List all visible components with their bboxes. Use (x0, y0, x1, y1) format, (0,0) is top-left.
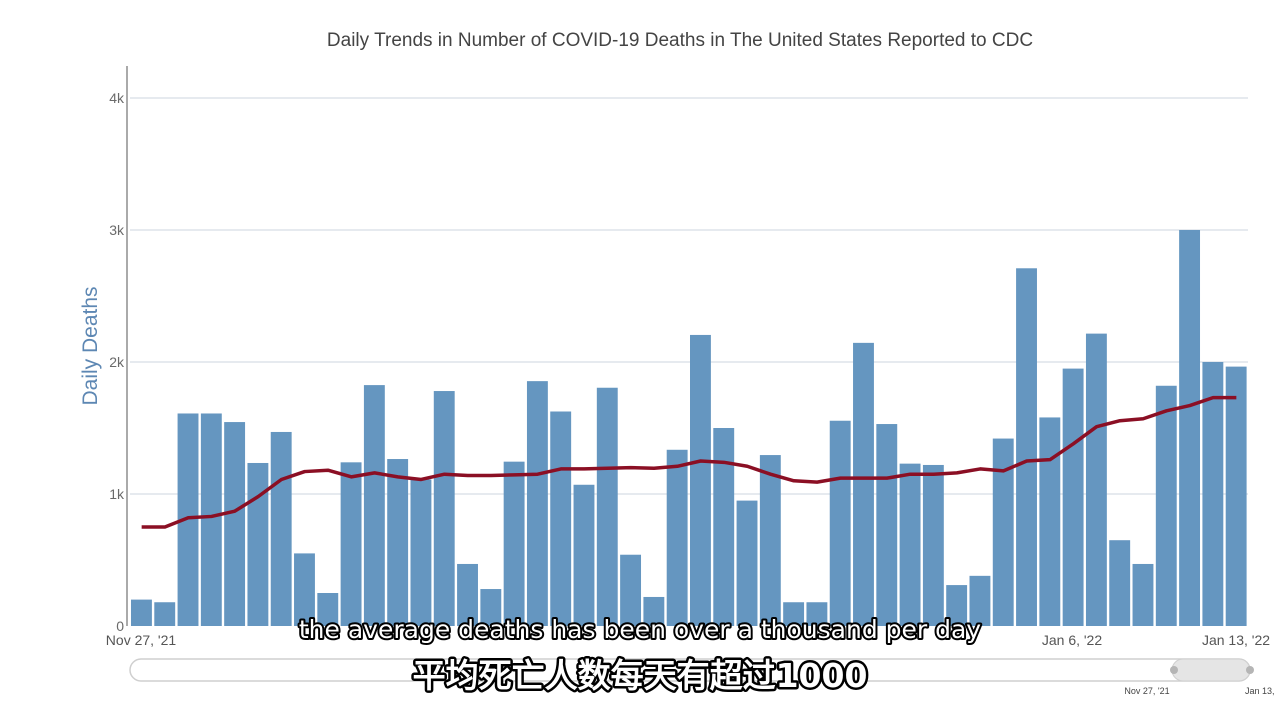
x-axis-ticks: Nov 27, '21 Jan 6, '22 Jan 13, '22 (106, 632, 1270, 648)
bar[interactable] (154, 602, 176, 626)
range-slider-start-label: Nov 27, '21 (1124, 686, 1169, 696)
range-slider[interactable]: Nov 27, '21 Jan 13, (129, 658, 1275, 696)
bar[interactable] (433, 391, 455, 626)
bar[interactable] (876, 424, 898, 626)
bar[interactable] (992, 438, 1014, 626)
x-tick-label: Nov 27, '21 (106, 632, 177, 648)
bar[interactable] (922, 464, 944, 626)
subtitle-english: the average deaths has been over a thous… (299, 615, 981, 644)
bar[interactable] (1016, 268, 1037, 626)
bar[interactable] (224, 422, 246, 626)
range-slider-end-label: Jan 13, (1245, 686, 1275, 696)
bar[interactable] (1109, 540, 1131, 626)
bar[interactable] (1062, 368, 1084, 626)
bar[interactable] (457, 563, 478, 626)
bar[interactable] (294, 553, 315, 626)
seven-day-average-line[interactable] (141, 395, 1237, 529)
bar[interactable] (690, 334, 711, 626)
bar[interactable] (759, 455, 781, 626)
subtitle-chinese: 平均死亡人数每天有超过1000 (413, 656, 868, 695)
bar[interactable] (550, 411, 572, 627)
bar[interactable] (829, 420, 851, 626)
bar[interactable] (1225, 366, 1247, 626)
bar[interactable] (713, 428, 735, 626)
bar[interactable] (177, 413, 199, 626)
bar[interactable] (410, 479, 432, 626)
bar[interactable] (363, 385, 385, 626)
bar[interactable] (946, 585, 968, 626)
bar[interactable] (270, 431, 292, 626)
range-slider-window[interactable] (1171, 658, 1251, 682)
bar[interactable] (899, 463, 921, 626)
bar[interactable] (666, 449, 688, 626)
bar[interactable] (783, 602, 805, 626)
y-tick-label: 1k (109, 486, 125, 502)
y-tick-label: 2k (109, 354, 125, 370)
x-tick-label: Jan 6, '22 (1042, 632, 1102, 648)
bar[interactable] (643, 596, 665, 626)
bar[interactable] (340, 462, 362, 626)
y-tick-label: 4k (109, 90, 125, 106)
chart-title: Daily Trends in Number of COVID-19 Death… (327, 30, 1033, 51)
bar[interactable] (596, 387, 618, 626)
bar[interactable] (526, 381, 548, 626)
bar[interactable] (1155, 385, 1177, 626)
range-slider-right-handle[interactable] (1246, 666, 1254, 674)
range-slider-left-handle[interactable] (1170, 666, 1178, 674)
bar[interactable] (503, 461, 525, 626)
bars[interactable] (131, 230, 1247, 626)
bar[interactable] (387, 459, 409, 626)
y-axis-ticks: 0 1k 2k 3k 4k (109, 90, 125, 634)
bar[interactable] (969, 575, 991, 626)
bar[interactable] (1085, 333, 1107, 626)
y-tick-label: 3k (109, 222, 125, 238)
gridlines (130, 97, 1248, 495)
bar[interactable] (480, 589, 502, 626)
bar[interactable] (573, 484, 595, 626)
bar[interactable] (806, 602, 828, 626)
x-tick-label: Jan 13, '22 (1202, 632, 1270, 648)
bar[interactable] (853, 342, 874, 626)
bar[interactable] (200, 413, 222, 626)
bar[interactable] (1132, 563, 1154, 626)
bar[interactable] (1202, 362, 1224, 626)
bar[interactable] (131, 599, 152, 626)
y-axis-label: Daily Deaths (79, 286, 102, 405)
bar[interactable] (1039, 417, 1061, 626)
bar[interactable] (736, 500, 758, 626)
bar[interactable] (620, 554, 642, 626)
bar[interactable] (1179, 230, 1201, 626)
bar[interactable] (317, 593, 339, 626)
bar[interactable] (247, 462, 269, 626)
y-tick-label: 0 (116, 618, 124, 634)
